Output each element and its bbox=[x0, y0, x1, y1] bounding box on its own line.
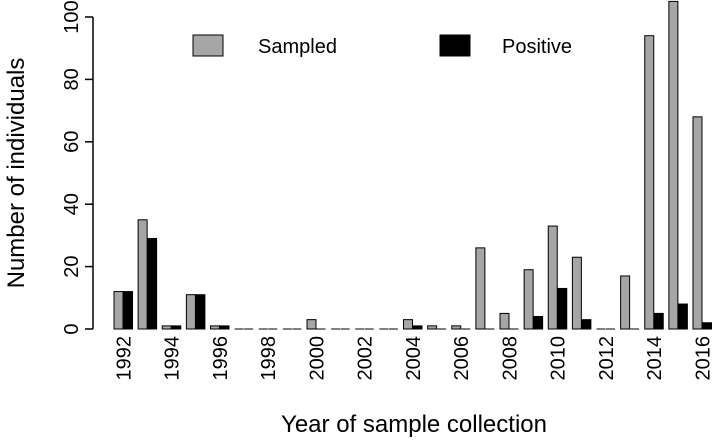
bar-positive-1995 bbox=[195, 294, 206, 330]
x-axis: 1992 1994 1996 1998 2000 2002 2004 2006 2008 2010… bbox=[113, 336, 714, 381]
bar-positive-2011 bbox=[581, 319, 592, 330]
bar-sampled-2004 bbox=[403, 319, 413, 330]
x-tick-label-2014: 2014 bbox=[644, 336, 666, 381]
x-axis-title: Year of sample collection bbox=[281, 411, 547, 438]
legend-swatch-sampled bbox=[192, 34, 224, 57]
bar-positive-1992 bbox=[123, 291, 133, 330]
bar-sampled-2005 bbox=[427, 325, 438, 330]
y-tick-label: 100 bbox=[61, 0, 83, 33]
bar-sampled-2016 bbox=[692, 116, 703, 330]
y-tick-label: 60 bbox=[61, 131, 83, 153]
bar-sampled-2013 bbox=[620, 275, 631, 330]
bar-sampled-1992 bbox=[113, 291, 124, 330]
bar-sampled-2015 bbox=[668, 0, 679, 330]
y-tick-label: 0 bbox=[61, 323, 83, 334]
bar-positive-2010 bbox=[557, 287, 568, 330]
legend: Sampled Positive bbox=[192, 34, 572, 58]
x-tick-label-1996: 1996 bbox=[210, 336, 232, 381]
bar-positive-1996 bbox=[219, 325, 230, 330]
y-axis: 0 20 40 60 80 100 bbox=[61, 0, 94, 335]
y-axis-title: Number of individuals bbox=[3, 58, 30, 289]
bar-sampled-2010 bbox=[547, 225, 558, 330]
x-tick-label-2002: 2002 bbox=[355, 336, 377, 381]
bar-sampled-2014 bbox=[644, 35, 655, 330]
bar-positive-2009 bbox=[533, 316, 544, 330]
y-tick-label: 80 bbox=[61, 68, 83, 90]
x-tick-label-1994: 1994 bbox=[162, 336, 184, 381]
bars bbox=[113, 0, 712, 330]
bar-sampled-2007 bbox=[475, 247, 486, 330]
x-tick-label-1992: 1992 bbox=[113, 336, 135, 381]
x-tick-label-2010: 2010 bbox=[548, 336, 570, 381]
bar-sampled-1996 bbox=[210, 325, 220, 330]
x-tick-label-2000: 2000 bbox=[306, 336, 328, 381]
bar-sampled-1993 bbox=[137, 219, 148, 330]
legend-label-positive: Positive bbox=[502, 36, 572, 58]
x-tick-label-2012: 2012 bbox=[596, 336, 618, 381]
bar-positive-1994 bbox=[171, 325, 182, 330]
bar-sampled-2000 bbox=[306, 319, 317, 330]
bar-sampled-1995 bbox=[185, 294, 196, 330]
bar-positive-2014 bbox=[653, 312, 664, 330]
bar-positive-2004 bbox=[412, 325, 423, 330]
x-tick-label-2016: 2016 bbox=[692, 336, 714, 381]
x-tick-label-2004: 2004 bbox=[403, 336, 425, 381]
bar-sampled-2006 bbox=[451, 325, 462, 330]
x-tick-label-1998: 1998 bbox=[258, 336, 280, 381]
x-tick-label-2008: 2008 bbox=[499, 336, 521, 381]
bar-positive-2015 bbox=[677, 303, 688, 330]
bar-positive-2016 bbox=[702, 322, 712, 330]
y-tick-label: 40 bbox=[61, 193, 83, 215]
bar-sampled-2008 bbox=[499, 312, 510, 330]
bar-sampled-1994 bbox=[161, 325, 172, 330]
y-tick-label: 20 bbox=[61, 255, 83, 277]
bar-sampled-2009 bbox=[523, 269, 534, 330]
legend-swatch-positive bbox=[439, 34, 471, 57]
x-tick-label-2006: 2006 bbox=[451, 336, 473, 381]
legend-label-sampled: Sampled bbox=[258, 36, 337, 58]
bar-sampled-2011 bbox=[571, 256, 582, 330]
bar-positive-1993 bbox=[147, 238, 158, 330]
